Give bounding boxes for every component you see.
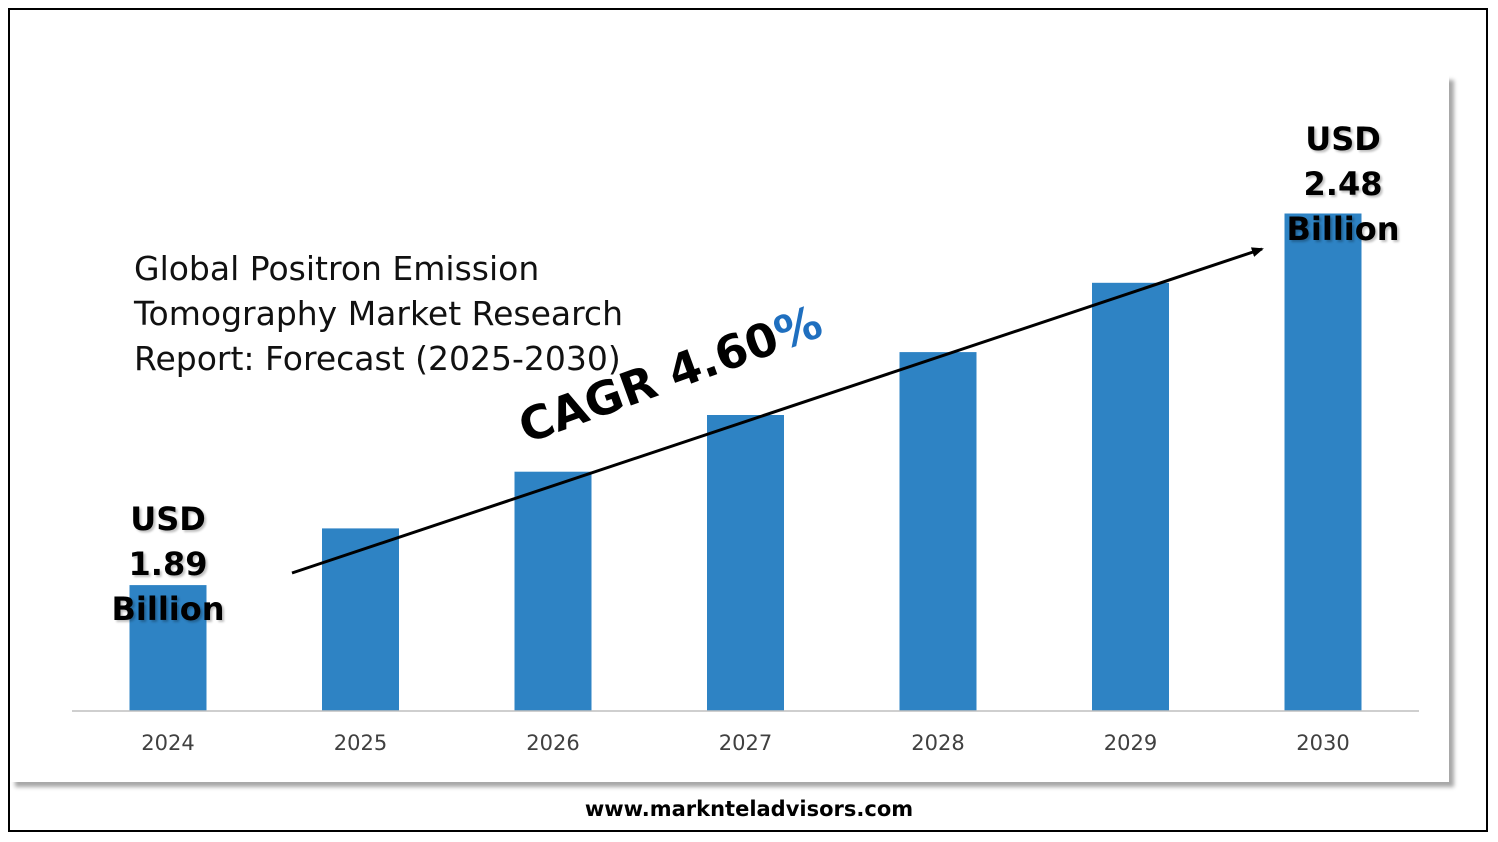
start-value-unit: Billion bbox=[111, 590, 225, 628]
chart-title-line-1: Global Positron Emission bbox=[134, 249, 540, 288]
chart-title: Global Positron Emission Tomography Mark… bbox=[134, 246, 623, 381]
chart-title-line-3: Report: Forecast (2025-2030) bbox=[134, 339, 621, 378]
bar-2027 bbox=[707, 415, 784, 711]
x-tick-label-2028: 2028 bbox=[911, 731, 964, 755]
end-value-label: USD 2.48 Billion bbox=[1268, 117, 1418, 252]
start-value-currency: USD bbox=[130, 500, 206, 538]
bars-group bbox=[129, 213, 1362, 711]
x-tick-label-2025: 2025 bbox=[334, 731, 387, 755]
bar-2026 bbox=[514, 471, 592, 711]
chart-title-line-2: Tomography Market Research bbox=[134, 294, 623, 333]
x-tick-label-2030: 2030 bbox=[1296, 731, 1349, 755]
outer-frame bbox=[8, 8, 1488, 832]
bar-2025 bbox=[322, 528, 399, 711]
x-tick-label-2027: 2027 bbox=[719, 731, 772, 755]
x-tick-labels: 2024 2025 2026 2027 2028 2029 2030 bbox=[141, 731, 1349, 755]
end-value-unit: Billion bbox=[1286, 210, 1400, 248]
footer-website: www.marknteladvisors.com bbox=[584, 797, 914, 821]
start-value-number: 1.89 bbox=[128, 545, 208, 583]
bar-2030 bbox=[1284, 213, 1362, 711]
end-value-currency: USD bbox=[1305, 120, 1381, 158]
x-tick-label-2024: 2024 bbox=[141, 731, 194, 755]
bar-2029 bbox=[1092, 282, 1169, 711]
bar-2024 bbox=[129, 585, 207, 711]
cagr-trend-arrow bbox=[291, 247, 1264, 575]
start-value-label: USD 1.89 Billion bbox=[93, 497, 243, 632]
x-tick-label-2029: 2029 bbox=[1104, 731, 1157, 755]
bar-2028 bbox=[899, 352, 977, 711]
x-tick-label-2026: 2026 bbox=[526, 731, 579, 755]
end-value-number: 2.48 bbox=[1303, 165, 1383, 203]
